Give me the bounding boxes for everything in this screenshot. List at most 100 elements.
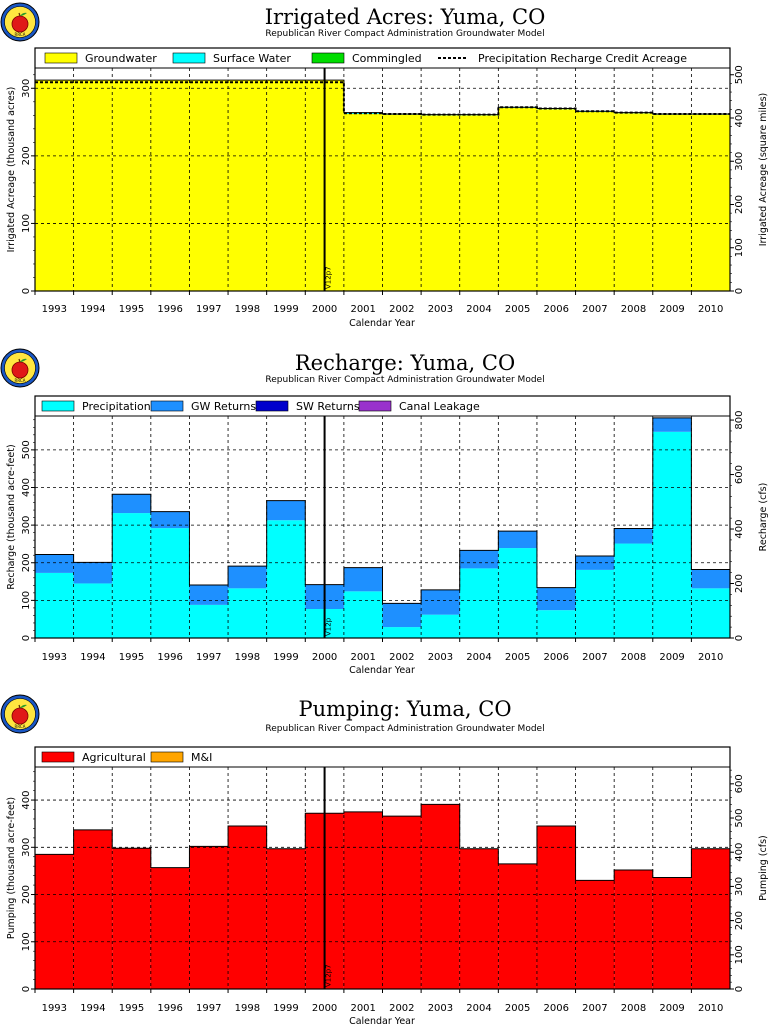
x-tick-label: 1996 (157, 304, 182, 315)
x-tick-label: 2000 (312, 652, 337, 663)
bar-precipitation-2010 (691, 588, 730, 638)
bar-agricultural-2009 (652, 877, 692, 989)
legend-swatch (150, 400, 184, 412)
x-tick-label: 2001 (350, 652, 375, 663)
y-axis-label: Irrigated Acreage (thousand acres) (6, 87, 17, 253)
y-tick-label: 400 (21, 478, 32, 497)
x-tick-label: 2010 (698, 652, 723, 663)
bar-agricultural-1993 (35, 854, 74, 989)
bar-gw-returns-1995 (112, 494, 151, 514)
bar-gw-returns-2002 (382, 603, 422, 628)
bar-precipitation-2009 (652, 431, 692, 638)
y2-axis-label: Pumping (cfs) (758, 835, 768, 901)
x-tick-label: 2007 (582, 652, 607, 663)
x-tick-label: 2003 (428, 1003, 453, 1014)
legend-label: Agricultural (82, 751, 146, 764)
bar-groundwater-1994 (73, 80, 113, 291)
y-tick-label: 400 (21, 791, 32, 810)
bar-groundwater-2004 (459, 115, 499, 291)
y2-tick-label: 400 (734, 519, 745, 538)
pumping-chart: RRCA Pumping: Yuma, CO Republican River Co… (0, 694, 768, 1024)
y2-tick-label: 600 (734, 774, 745, 793)
bar-precipitation-2006 (536, 610, 576, 638)
bar-agricultural-2010 (691, 848, 730, 989)
logo-text: RRCA (15, 378, 26, 383)
bar-groundwater-1993 (35, 80, 74, 291)
legend-swatch (358, 400, 392, 412)
x-tick-label: 2005 (505, 652, 530, 663)
bar-precipitation-1993 (35, 572, 74, 638)
bar-agricultural-1996 (150, 867, 190, 989)
x-tick-label: 2009 (659, 304, 684, 315)
bar-gw-returns-1993 (35, 554, 74, 573)
bar-gw-returns-1998 (228, 566, 267, 589)
chart-title: Irrigated Acres: Yuma, CO (265, 5, 546, 29)
legend-entry-sw-returns: SW Returns (255, 400, 360, 413)
y-tick-label: 300 (21, 79, 32, 98)
legend-label: SW Returns (296, 400, 360, 413)
y2-tick-label: 300 (734, 877, 745, 896)
bar-agricultural-1999 (266, 848, 306, 989)
x-tick-label: 1995 (119, 304, 144, 315)
bar-gw-returns-2008 (614, 528, 653, 544)
y-axis-label: Pumping (thousand acre-feet) (6, 797, 17, 939)
x-tick-label: 2008 (621, 1003, 646, 1014)
grid (35, 416, 730, 638)
y2-tick-label: 500 (734, 808, 745, 827)
logo-text: RRCA (15, 724, 26, 729)
y2-tick-label: 100 (734, 238, 745, 257)
x-tick-label: 1996 (157, 652, 182, 663)
version-marker-label: V12p7 (325, 266, 333, 289)
x-tick-label: 1994 (80, 1003, 105, 1014)
x-tick-label: 1995 (119, 652, 144, 663)
chart-subtitle: Republican River Compact Administration … (265, 375, 544, 385)
x-tick-label: 2007 (582, 304, 607, 315)
legend-entry-gw-returns: GW Returns (150, 400, 256, 413)
x-tick-label: 2010 (698, 1003, 723, 1014)
x-tick-label: 1993 (42, 652, 67, 663)
y2-axis-label: Recharge (cfs) (758, 483, 768, 552)
series-gw-returns (35, 417, 730, 628)
legend-label: Precipitation Recharge Credit Acreage (478, 52, 687, 65)
legend-label: GW Returns (191, 400, 256, 413)
x-tick-label: 2001 (350, 1003, 375, 1014)
bar-gw-returns-2004 (459, 550, 499, 569)
x-tick-label: 2004 (466, 652, 491, 663)
x-tick-label: 1995 (119, 1003, 144, 1014)
x-tick-label: 2002 (389, 652, 414, 663)
y2-tick-label: 200 (734, 911, 745, 930)
x-tick-label: 1999 (273, 1003, 298, 1014)
bar-gw-returns-2005 (498, 531, 537, 549)
x-tick-label: 2005 (505, 304, 530, 315)
legend-label: Groundwater (85, 52, 157, 65)
y2-tick-label: 600 (734, 465, 745, 484)
y2-tick-label: 500 (734, 65, 745, 84)
bar-precipitation-1999 (266, 520, 306, 638)
bar-agricultural-2008 (614, 869, 653, 989)
bar-surface-water-2001 (343, 112, 383, 114)
y2-tick-label: 400 (734, 843, 745, 862)
x-tick-label: 2000 (312, 304, 337, 315)
bar-agricultural-2005 (498, 863, 537, 989)
bar-gw-returns-1996 (150, 511, 190, 529)
x-tick-label: 1993 (42, 304, 67, 315)
y-tick-label: 100 (21, 591, 32, 610)
x-tick-label: 2001 (350, 304, 375, 315)
precipitation-recharge-credit-line (35, 81, 730, 116)
x-tick-label: 2004 (466, 1003, 491, 1014)
x-tick-label: 2009 (659, 1003, 684, 1014)
x-tick-label: 2006 (544, 304, 569, 315)
bar-agricultural-2007 (575, 880, 615, 989)
x-tick-label: 2003 (428, 304, 453, 315)
legend-swatch (150, 751, 184, 763)
bar-agricultural-1997 (189, 846, 229, 989)
legend-swatch (41, 751, 75, 763)
bar-groundwater-2001 (343, 113, 383, 292)
series-groundwater (35, 80, 730, 292)
bar-gw-returns-2001 (343, 567, 383, 592)
x-tick-label: 1998 (235, 1003, 260, 1014)
x-tick-label: 1998 (235, 652, 260, 663)
bar-agricultural-1995 (112, 848, 151, 989)
series-agricultural (35, 804, 730, 989)
y-tick-label: 200 (21, 553, 32, 572)
